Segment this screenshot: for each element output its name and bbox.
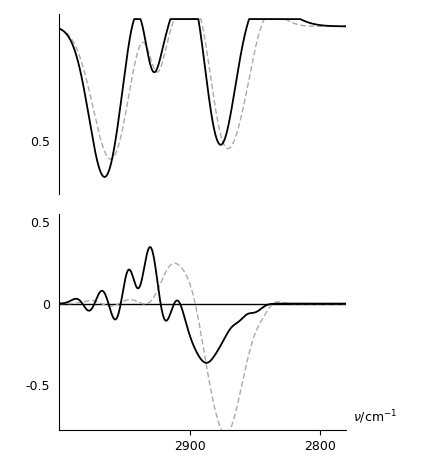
Text: $\nu$/cm$^{-1}$: $\nu$/cm$^{-1}$ (352, 408, 397, 426)
